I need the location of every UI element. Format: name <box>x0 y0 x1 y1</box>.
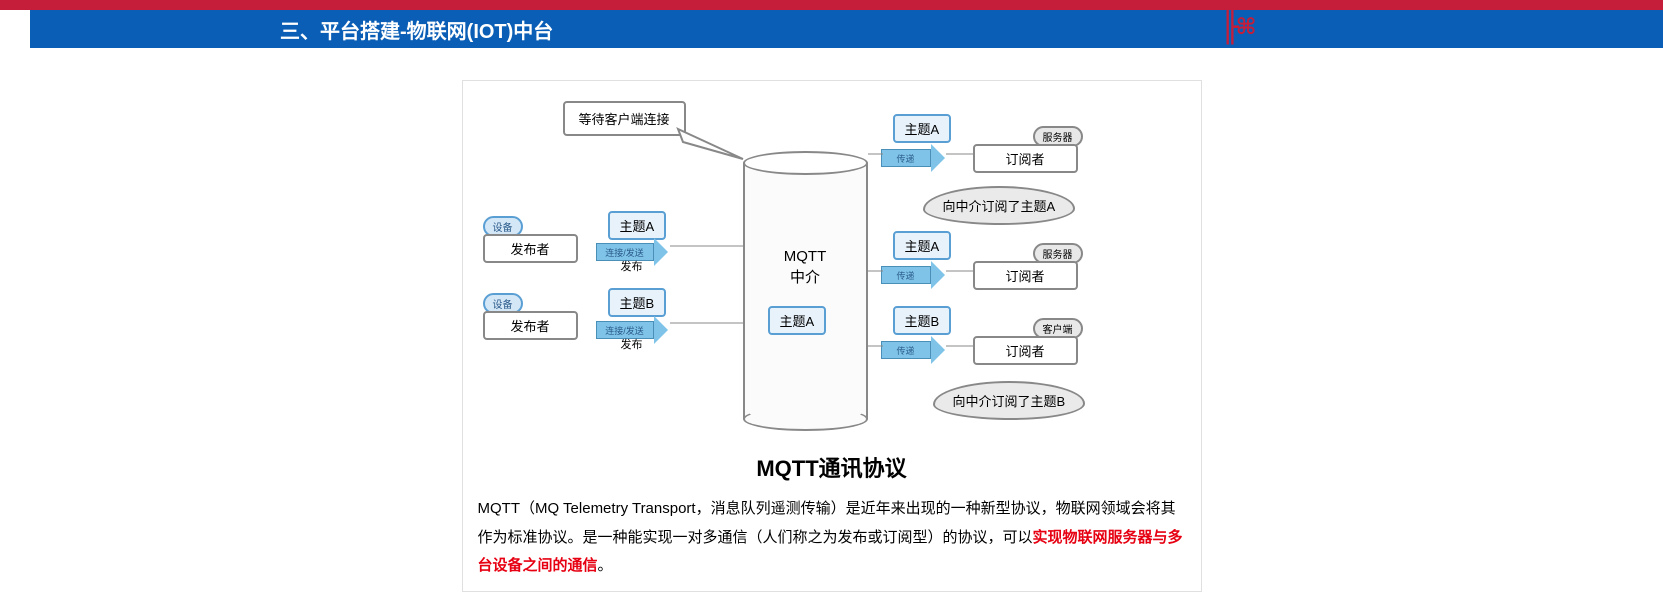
blue-banner: 三、平台搭建-物联网(IOT)中台 <box>30 10 1663 48</box>
speech-text: 等待客户端连接 <box>579 112 670 127</box>
content-card: 等待客户端连接 MQTT 中介 主题A 设备 发布者 主题A 连接/发送 发布 <box>462 80 1202 592</box>
page-title: 三、平台搭建-物联网(IOT)中台 <box>280 15 553 44</box>
mqtt-diagram: 等待客户端连接 MQTT 中介 主题A 设备 发布者 主题A 连接/发送 发布 <box>478 96 1188 436</box>
publish-arrow-icon: 连接/发送 发布 <box>596 238 668 266</box>
line-icon <box>946 144 976 164</box>
line-icon <box>868 144 883 164</box>
publish-arrow-icon: 连接/发送 发布 <box>596 316 668 344</box>
deliver-arrow-icon: 传递 <box>881 261 945 289</box>
publisher-box: 发布者 <box>483 311 578 340</box>
deliver-arrow-icon: 传递 <box>881 144 945 172</box>
red-stripe <box>0 0 1663 10</box>
topic-box: 主题A <box>608 211 667 240</box>
line-icon <box>868 261 883 281</box>
line-icon <box>868 336 883 356</box>
broker-label: MQTT 中介 <box>743 246 868 288</box>
line-icon <box>946 336 976 356</box>
diagram-title-row: MQTT通讯协议 <box>478 451 1186 483</box>
line-icon <box>670 308 745 338</box>
topic-box: 主题A <box>893 231 952 260</box>
publisher-box: 发布者 <box>483 234 578 263</box>
subscriber-box: 订阅者 <box>973 336 1078 365</box>
subscriber-box: 订阅者 <box>973 261 1078 290</box>
header: 三、平台搭建-物联网(IOT)中台 ╟⌘ <box>0 0 1663 50</box>
broker-cylinder: MQTT 中介 主题A <box>743 151 868 431</box>
cloud-bubble: 向中介订阅了主题A <box>923 186 1076 225</box>
logo-icon: ╟⌘ <box>1193 8 1283 46</box>
deliver-arrow-icon: 传递 <box>881 336 945 364</box>
subscriber-box: 订阅者 <box>973 144 1078 173</box>
description: MQTT（MQ Telemetry Transport，消息队列遥测传输）是近年… <box>478 495 1186 581</box>
speech-tail-icon <box>673 124 753 164</box>
speech-bubble: 等待客户端连接 <box>563 101 686 136</box>
topic-box: 主题B <box>608 288 667 317</box>
line-icon <box>946 261 976 281</box>
desc-text-end: 。 <box>598 557 613 574</box>
topic-box: 主题A <box>893 114 952 143</box>
topic-box: 主题B <box>893 306 952 335</box>
broker-topic-box: 主题A <box>768 306 827 335</box>
diagram-title: MQTT通讯协议 <box>756 456 906 481</box>
line-icon <box>670 231 745 261</box>
cloud-bubble: 向中介订阅了主题B <box>933 381 1086 420</box>
